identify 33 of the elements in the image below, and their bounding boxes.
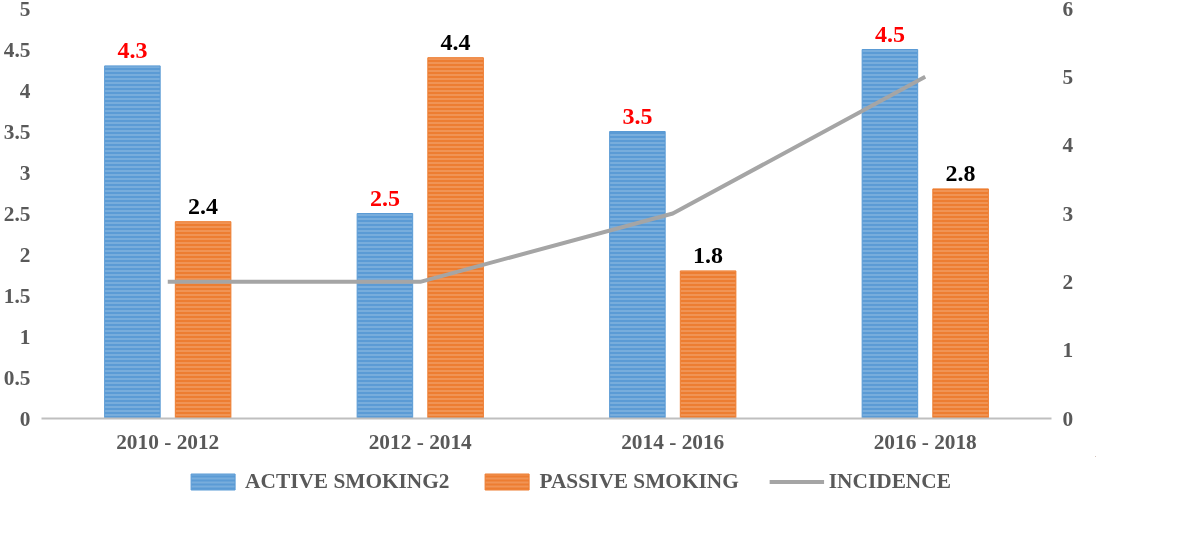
y-tick-label: 4.5 — [3, 37, 31, 62]
y-tick-label: 3.5 — [3, 119, 31, 144]
y-tick-label: 1.5 — [3, 283, 31, 308]
y2-tick-label: 6 — [1062, 0, 1074, 21]
y2-tick-label: 1 — [1062, 338, 1074, 363]
y2-tick-label: 2 — [1062, 269, 1074, 294]
y2-tick-label: 4 — [1062, 133, 1074, 158]
y-tick-label: 2 — [19, 242, 31, 267]
legend-label: ACTIVE SMOKING2 — [245, 468, 450, 494]
y-tick-label: 5 — [19, 0, 31, 21]
data-label: 1.8 — [693, 241, 724, 268]
data-label: 3.5 — [622, 102, 653, 129]
legend-label: INCIDENCE — [828, 468, 951, 494]
x-tick-label: 2010 - 2012 — [116, 429, 220, 454]
y-tick-label: 4 — [19, 78, 31, 103]
y-tick-label: 3 — [19, 160, 31, 185]
y-tick-label: 1 — [19, 324, 31, 349]
y2-tick-label: 5 — [1062, 64, 1074, 89]
y2-tick-label: 3 — [1062, 201, 1074, 226]
x-tick-label: 2016 - 2018 — [873, 429, 977, 454]
x-tick-label: 2012 - 2014 — [368, 429, 473, 454]
y-tick-label: 2.5 — [3, 201, 31, 226]
y2-tick-label: 0 — [1062, 406, 1074, 431]
legend-label: PASSIVE SMOKING — [539, 468, 739, 494]
y-tick-label: 0.5 — [3, 365, 31, 390]
x-tick-label: 2014 - 2016 — [621, 429, 725, 454]
data-label: 2.4 — [188, 192, 219, 219]
data-label: 4.3 — [117, 36, 148, 63]
data-label: 2.8 — [945, 159, 976, 186]
y-tick-label: 0 — [19, 406, 31, 431]
data-label: 2.5 — [369, 184, 400, 211]
data-label: 4.5 — [874, 20, 905, 47]
data-label: 4.4 — [440, 28, 471, 55]
